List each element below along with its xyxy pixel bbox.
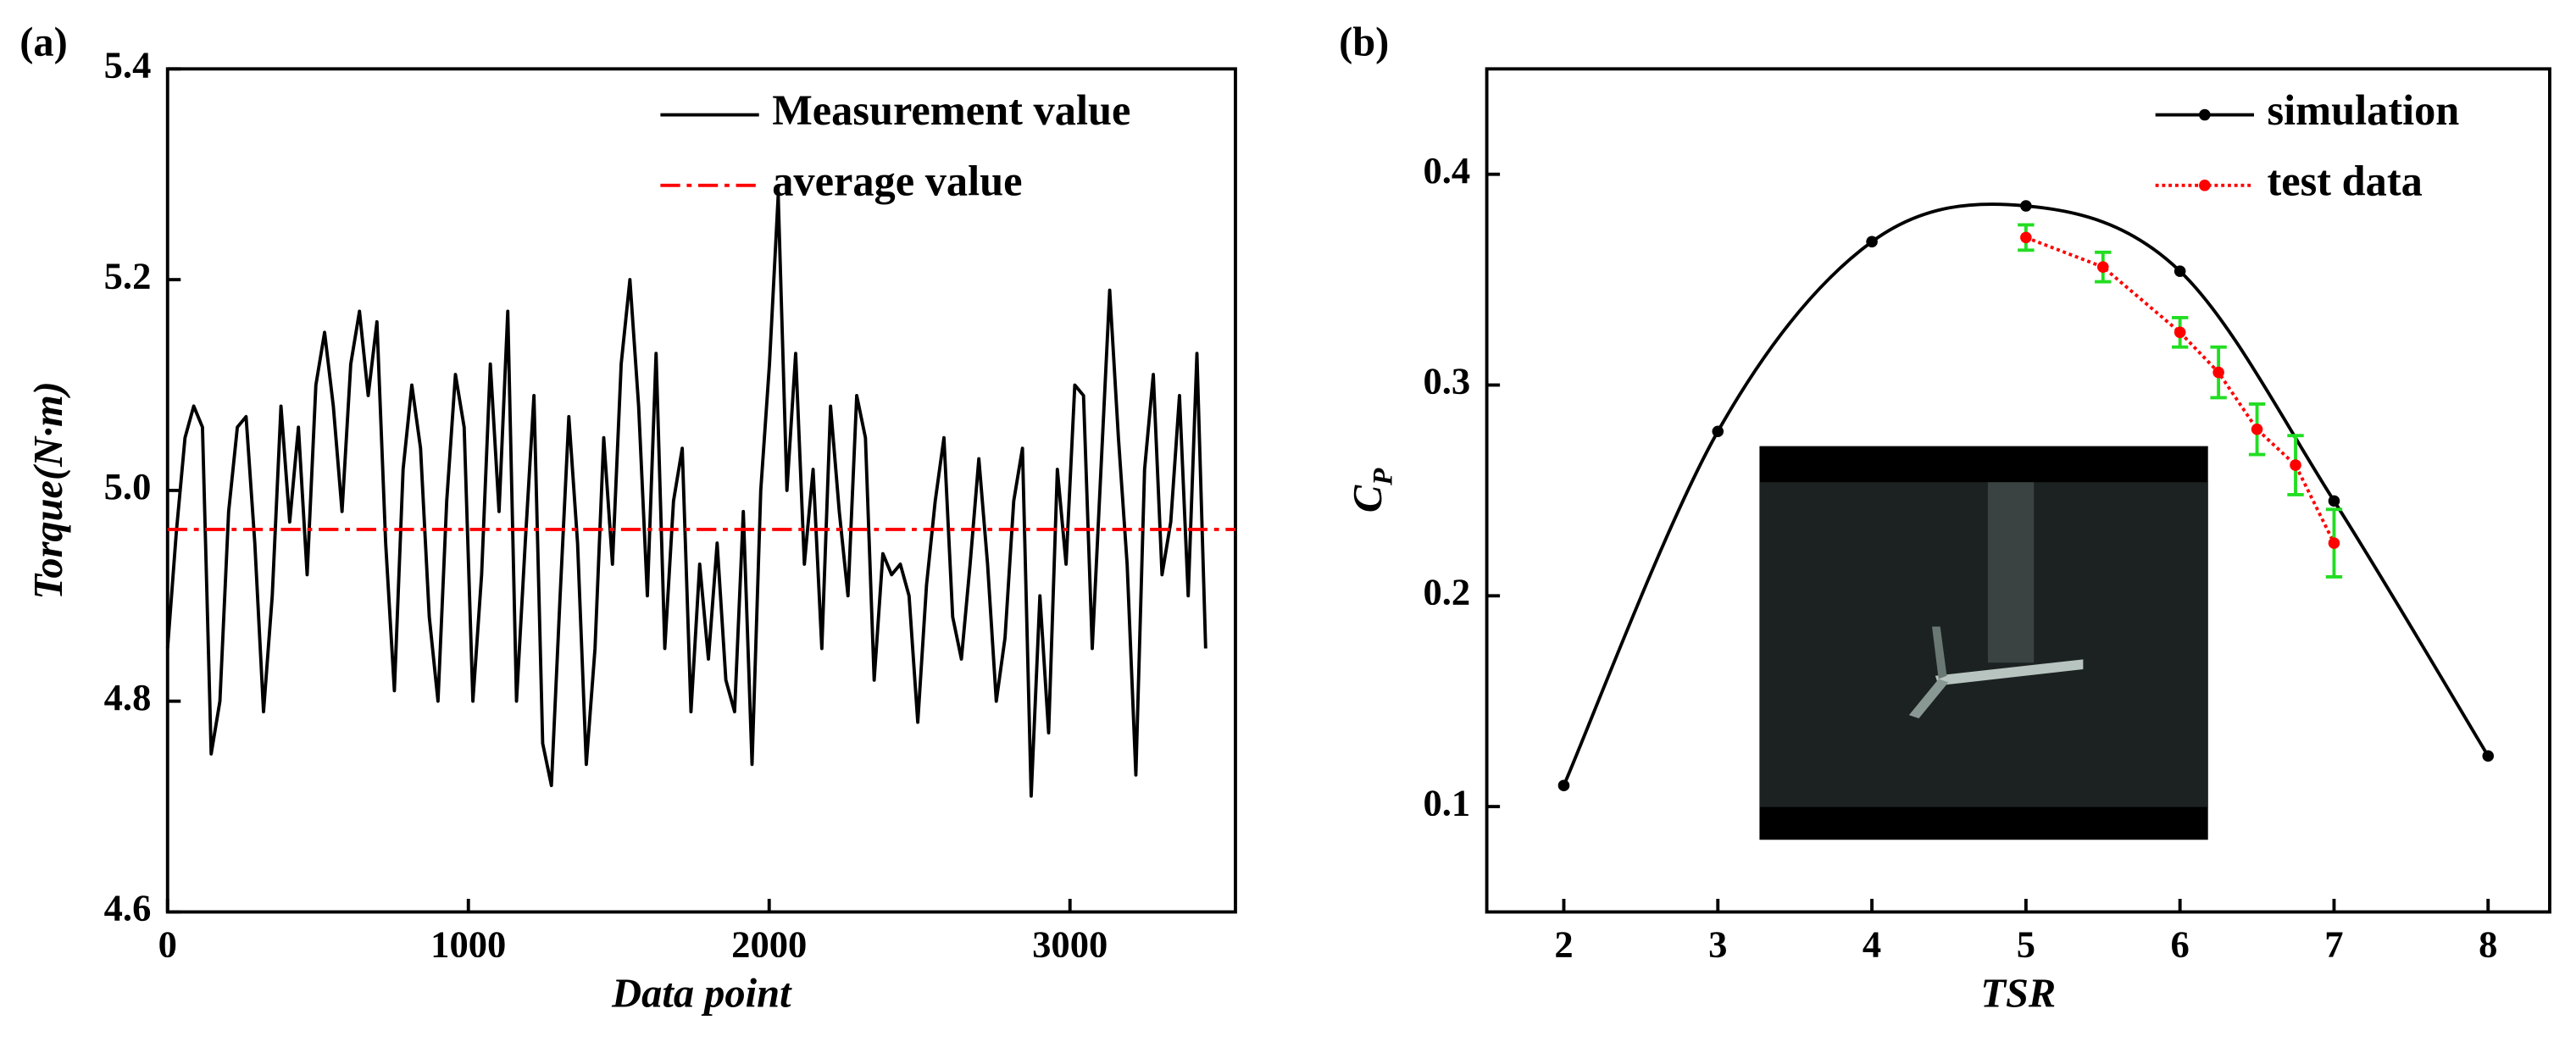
data-point bbox=[2174, 326, 2186, 339]
data-point bbox=[2328, 537, 2340, 549]
panel-label: (b) bbox=[1339, 19, 1389, 64]
x-tick-label: 2000 bbox=[731, 923, 807, 965]
data-point bbox=[1866, 236, 1878, 248]
y-tick-label: 0.4 bbox=[1423, 149, 1470, 191]
data-point bbox=[2290, 459, 2301, 471]
x-tick-label: 1000 bbox=[430, 923, 506, 965]
data-point bbox=[2020, 231, 2032, 244]
data-point bbox=[1557, 779, 1570, 791]
y-tick-label: 0.2 bbox=[1423, 571, 1470, 613]
legend-label: average value bbox=[772, 157, 1022, 204]
legend-marker bbox=[2199, 180, 2211, 191]
panel-label: (a) bbox=[19, 19, 68, 64]
y-tick-label: 0.1 bbox=[1423, 781, 1470, 823]
y-tick-label: 5.2 bbox=[104, 254, 152, 297]
x-tick-label: 8 bbox=[2479, 923, 2497, 965]
plot-frame bbox=[165, 67, 1237, 914]
x-tick-label: 2 bbox=[1554, 923, 1573, 965]
y-axis-title-main: C bbox=[1346, 485, 1391, 513]
data-point bbox=[2251, 423, 2263, 435]
data-point bbox=[2328, 495, 2340, 507]
legend-label: test data bbox=[2268, 157, 2423, 204]
x-tick-label: 0 bbox=[158, 923, 177, 965]
y-tick-label: 4.6 bbox=[104, 887, 152, 929]
x-tick-label: 4 bbox=[1863, 923, 1881, 965]
x-axis-title: TSR bbox=[1980, 971, 2056, 1016]
data-point bbox=[2482, 750, 2495, 762]
data-point bbox=[1712, 425, 1724, 438]
x-tick-label: 6 bbox=[2171, 923, 2190, 965]
data-point bbox=[2020, 200, 2032, 212]
y-axis-title-sub: P bbox=[1368, 468, 1398, 486]
data-point bbox=[2174, 265, 2186, 277]
plot-frame bbox=[1485, 67, 2551, 914]
inset-photo bbox=[1759, 446, 2208, 840]
y-tick-label: 5.4 bbox=[104, 44, 152, 86]
legend-label: simulation bbox=[2268, 86, 2460, 134]
y-axis-title: CP bbox=[1346, 468, 1398, 513]
y-axis-title: Torque(N·m) bbox=[26, 381, 71, 600]
data-point bbox=[2212, 366, 2224, 379]
legend-label: Measurement value bbox=[772, 86, 1130, 134]
x-tick-label: 7 bbox=[2324, 923, 2343, 965]
y-tick-label: 5.0 bbox=[104, 465, 152, 507]
y-tick-label: 4.8 bbox=[104, 676, 152, 718]
series-line bbox=[165, 193, 1208, 798]
y-tick-label: 0.3 bbox=[1423, 360, 1470, 402]
x-axis-title: Data point bbox=[611, 971, 792, 1016]
x-tick-label: 3000 bbox=[1032, 923, 1108, 965]
legend-marker bbox=[2199, 108, 2211, 121]
x-tick-label: 3 bbox=[1708, 923, 1727, 965]
data-point bbox=[2096, 261, 2109, 273]
x-tick-label: 5 bbox=[2017, 923, 2035, 965]
